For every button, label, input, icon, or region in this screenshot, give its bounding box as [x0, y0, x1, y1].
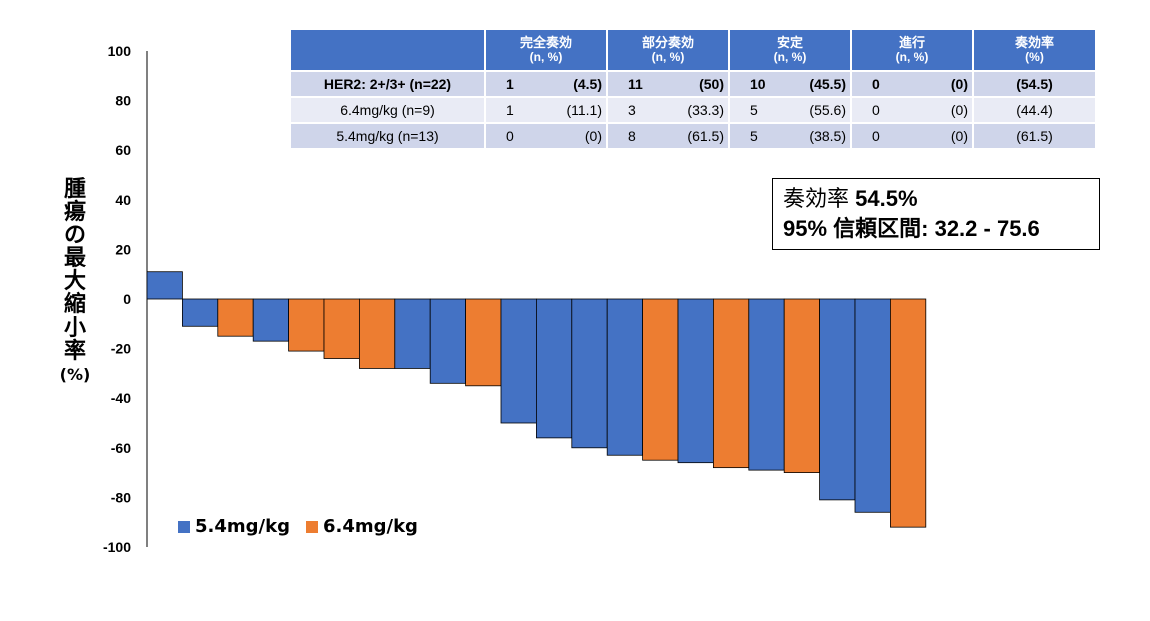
cell-cr: 1 (11.1) [484, 96, 607, 123]
cell-pr: 11 (50) [606, 70, 729, 97]
y-tick-label: -60 [111, 440, 131, 456]
confidence-interval-value: 95% 信頼区間: 32.2 - 75.6 [783, 216, 1040, 241]
y-tick-label: 20 [115, 241, 131, 257]
cell-orr: (61.5) [972, 122, 1095, 148]
bar [783, 298, 821, 474]
row-label: 5.4mg/kg (n=13) [291, 122, 485, 148]
y-tick-label: -80 [111, 489, 131, 505]
cell-pd: 0 (0) [850, 122, 973, 148]
response-rate-value: 54.5% [855, 186, 918, 211]
summary-table: 完全奏効 (n, %) 部分奏効 (n, %) 安定 (n, %) 進行 (n, %) … [291, 30, 1095, 148]
table-header: 安定 (n, %) [728, 30, 851, 71]
y-axis-label: 腫 瘍 の 最 大 縮 小 率 (%) [58, 178, 92, 384]
y-tick-label: -40 [111, 390, 131, 406]
cell-sd: 5 (55.6) [728, 96, 851, 123]
cell-cr: 1 (4.5) [484, 70, 607, 97]
legend-swatch-orange [305, 520, 318, 533]
cell-orr: (44.4) [972, 96, 1095, 123]
bar [748, 298, 785, 471]
table-header-row: 完全奏効 (n, %) 部分奏効 (n, %) 安定 (n, %) 進行 (n, %) … [291, 30, 1095, 71]
cell-pr: 3 (33.3) [606, 96, 729, 123]
table-row: 6.4mg/kg (n=9) 1 (11.1) 3 (33.3) 5 (55.6) 0… [291, 96, 1095, 123]
row-label: HER2: 2+/3+ (n=22) [291, 70, 485, 97]
bar [217, 298, 254, 337]
y-tick-label: 0 [123, 291, 131, 307]
y-tick-label: -100 [103, 539, 131, 555]
y-axis-label-char: 縮 [63, 292, 86, 318]
y-axis-ticks: 100 80 60 40 20 0 -20 -40 -60 -80 -100 [103, 43, 131, 555]
bar [713, 298, 750, 469]
legend-item-5-4: 5.4mg/kg [178, 516, 290, 537]
bar [642, 298, 679, 461]
legend-label: 5.4mg/kg [195, 516, 290, 537]
bar [429, 298, 467, 384]
bar [854, 298, 891, 513]
response-rate-box: 奏効率 54.5% 95% 信頼区間: 32.2 - 75.6 [772, 178, 1100, 250]
bar [394, 298, 431, 369]
legend-item-6-4: 6.4mg/kg [305, 516, 418, 537]
row-label: 6.4mg/kg (n=9) [291, 96, 485, 123]
confidence-interval-line: 95% 信頼区間: 32.2 - 75.6 [783, 214, 1089, 244]
y-axis-label-char: 最 [63, 246, 86, 272]
bar [890, 298, 927, 528]
cell-sd: 5 (38.5) [728, 122, 851, 148]
y-tick-label: 60 [115, 142, 131, 158]
y-tick-label: 80 [115, 93, 131, 109]
bar [146, 271, 183, 300]
table-header: 部分奏効 (n, %) [606, 30, 729, 71]
table-header: 奏効率 (%) [972, 30, 1095, 71]
y-tick-label: 40 [115, 192, 131, 208]
table-row: HER2: 2+/3+ (n=22) 1 (4.5) 11 (50) 10 (45.5… [291, 70, 1095, 97]
table-header [291, 30, 485, 71]
cell-pd: 0 (0) [850, 96, 973, 123]
bar [465, 298, 502, 387]
bar [500, 298, 537, 424]
y-axis-label-char: 率 [63, 338, 86, 364]
table-row: 5.4mg/kg (n=13) 0 (0) 8 (61.5) 5 (38.5) 0 (0… [291, 122, 1095, 148]
bar [252, 298, 289, 342]
cell-sd: 10 (45.5) [728, 70, 851, 97]
bar [571, 298, 608, 449]
cell-orr: (54.5) [972, 70, 1095, 97]
bar [819, 298, 856, 501]
response-rate-label: 奏効率 [783, 186, 850, 211]
cell-cr: 0 (0) [484, 122, 607, 148]
table-header: 進行 (n, %) [850, 30, 973, 71]
table-header: 完全奏効 (n, %) [484, 30, 607, 71]
y-axis-label-char: の [63, 223, 86, 249]
y-axis-label-char: 大 [63, 269, 86, 295]
bar [677, 298, 714, 464]
y-axis-label-char: 腫 [63, 177, 86, 202]
bar [181, 298, 219, 327]
legend-label: 6.4mg/kg [322, 516, 418, 537]
y-tick-label: 100 [108, 43, 132, 59]
bars-group [146, 271, 927, 528]
legend: 5.4mg/kg 6.4mg/kg [178, 516, 434, 537]
bar [358, 298, 396, 369]
bar [536, 298, 573, 439]
cell-pr: 8 (61.5) [606, 122, 729, 148]
bar [288, 298, 325, 352]
legend-swatch-blue [178, 520, 190, 533]
y-axis-label-unit: (%) [59, 364, 91, 384]
y-axis-label-char: 小 [63, 315, 86, 341]
bar [606, 298, 644, 456]
bar [323, 298, 360, 359]
y-axis-label-char: 瘍 [63, 200, 86, 226]
response-rate-line: 奏効率 54.5% [783, 184, 1089, 214]
cell-pd: 0 (0) [850, 70, 973, 97]
y-tick-label: -20 [111, 341, 131, 357]
